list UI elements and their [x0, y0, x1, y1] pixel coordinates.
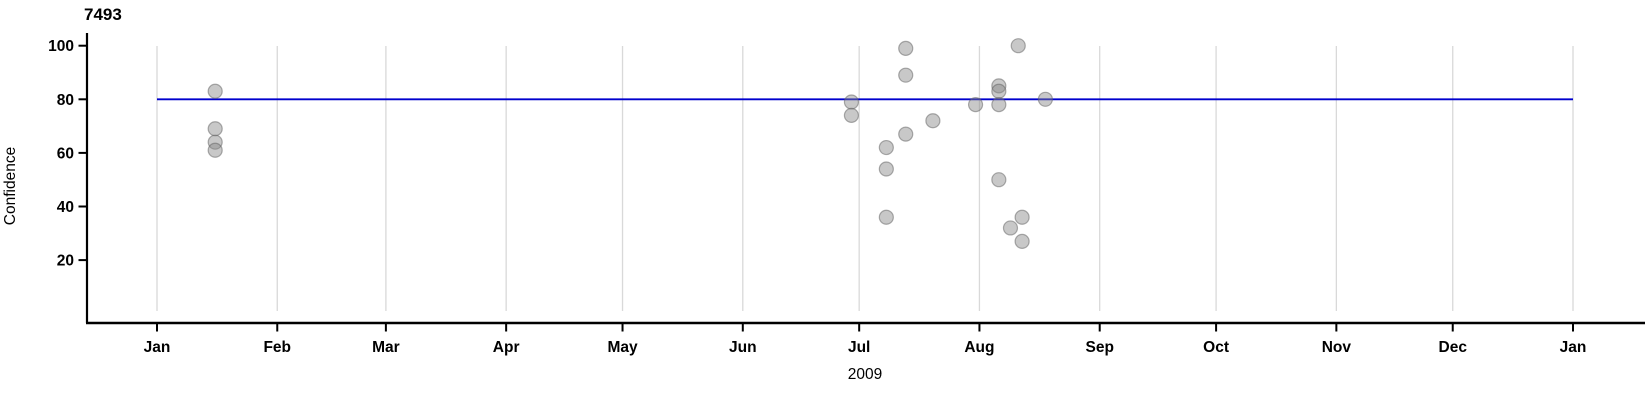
data-point [991, 83, 1007, 99]
x-tick-label: Jan [1560, 339, 1587, 356]
data-point [843, 94, 860, 110]
x-tick-label: Jul [848, 339, 870, 356]
x-tick-label: Apr [493, 339, 520, 356]
data-point [207, 142, 223, 158]
y-tick-label: 60 [57, 145, 74, 162]
x-tick-label: Nov [1322, 339, 1352, 356]
data-point [898, 67, 914, 83]
data-point [207, 83, 223, 99]
x-tick-label: Aug [964, 339, 994, 356]
data-point [967, 97, 984, 113]
data-point [207, 134, 223, 150]
data-point [1014, 233, 1030, 249]
y-tick-label: 80 [57, 92, 74, 109]
x-tick-label: Jun [729, 339, 757, 356]
axes: 20 40 60 80 100 Jan Feb Mar Apr May Jun Jul Aug Sep Oc… [48, 33, 1645, 356]
gridlines [156, 46, 1574, 311]
data-point [843, 107, 860, 123]
x-tick-label: May [607, 339, 638, 356]
data-point [925, 113, 941, 129]
y-tick-label: 20 [57, 253, 74, 270]
x-tick-label: Feb [263, 339, 291, 356]
x-tick-label: Sep [1085, 339, 1113, 356]
x-tick-label: Dec [1439, 339, 1468, 356]
data-point [991, 172, 1007, 188]
chart-title: 7493 [84, 5, 122, 24]
data-point [898, 126, 914, 142]
data-point [1014, 209, 1030, 225]
data-point [878, 139, 894, 156]
data-point [1010, 38, 1026, 54]
data-point [878, 209, 894, 225]
data-point [1037, 91, 1053, 107]
y-tick-label: 40 [57, 199, 74, 216]
x-tick-label: Mar [372, 339, 400, 356]
x-axis-label: 2009 [847, 366, 883, 383]
data-point [878, 161, 894, 177]
x-tick-label: Jan [144, 339, 171, 356]
data-point [1002, 220, 1019, 236]
data-points [207, 38, 1053, 249]
data-point [207, 121, 223, 137]
data-point [991, 97, 1007, 113]
y-tick-label: 100 [48, 38, 74, 55]
data-point [898, 40, 914, 56]
x-tick-label: Oct [1203, 339, 1229, 356]
data-point [991, 78, 1007, 94]
y-axis-label: Confidence [2, 146, 19, 226]
